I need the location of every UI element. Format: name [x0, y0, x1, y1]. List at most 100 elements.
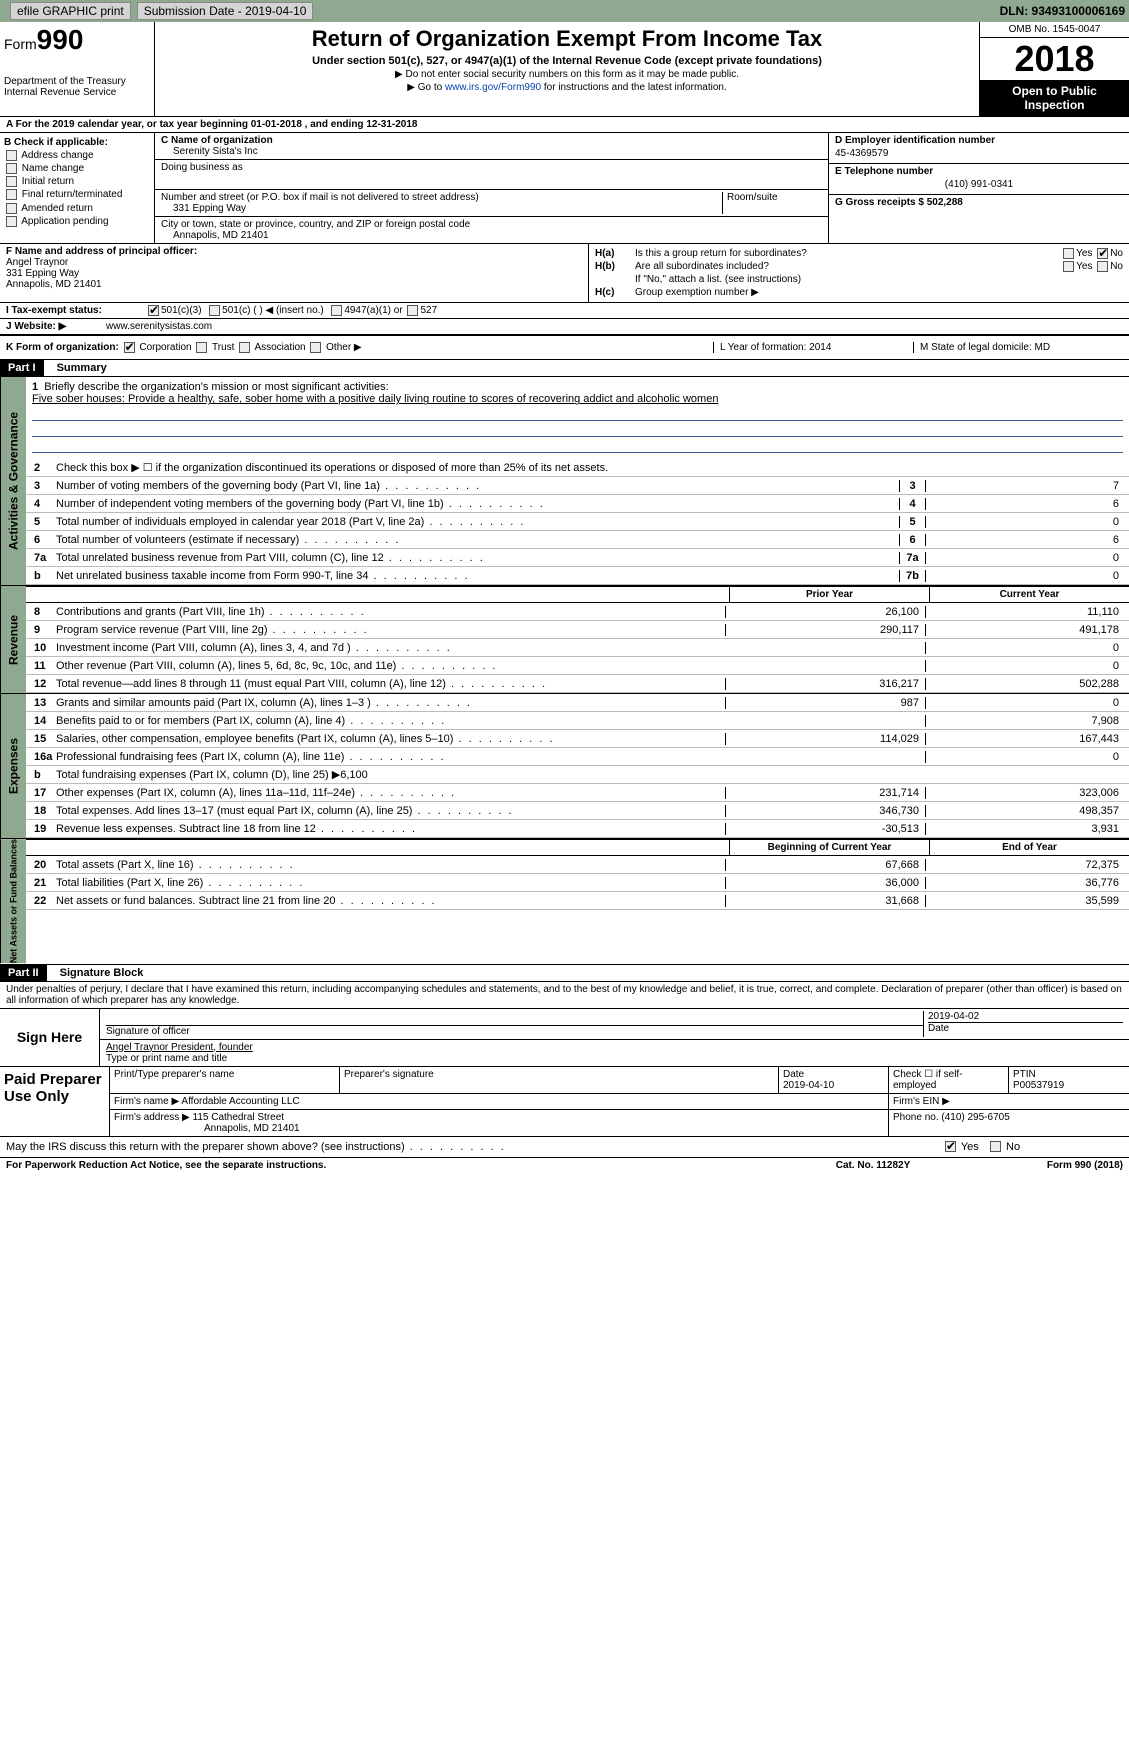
- firm-name: Affordable Accounting LLC: [181, 1096, 299, 1107]
- i-501c: 501(c) ( ) ◀ (insert no.): [222, 305, 324, 316]
- efile-header-bar: efile GRAPHIC print Submission Date - 20…: [0, 0, 1129, 22]
- officer-name: Angel Traynor: [6, 257, 582, 268]
- checkbox-icon[interactable]: [6, 150, 17, 161]
- rev-row: 10Investment income (Part VIII, column (…: [26, 639, 1129, 657]
- hdr-prior-year: Prior Year: [729, 587, 929, 602]
- hdr-current-year: Current Year: [929, 587, 1129, 602]
- k-trust: Trust: [212, 342, 234, 353]
- l-year: L Year of formation: 2014: [713, 342, 913, 353]
- sign-date: 2019-04-02: [928, 1011, 1123, 1022]
- org-name: Serenity Sista's Inc: [161, 146, 822, 157]
- self-emp-chk: Check ☐ if self-employed: [889, 1067, 1009, 1093]
- checkbox-icon[interactable]: [1097, 261, 1108, 272]
- name-lbl: Type or print name and title: [106, 1053, 1123, 1064]
- net-row: 22Net assets or fund balances. Subtract …: [26, 892, 1129, 910]
- gov-row: 5Total number of individuals employed in…: [26, 513, 1129, 531]
- firm-name-lbl: Firm's name ▶: [114, 1096, 179, 1107]
- i-lbl: I Tax-exempt status:: [6, 305, 146, 316]
- hb-chk: Yes No: [1003, 261, 1123, 272]
- rev-row: 8Contributions and grants (Part VIII, li…: [26, 603, 1129, 621]
- checkbox-icon[interactable]: [310, 342, 321, 353]
- gov-row: 4Number of independent voting members of…: [26, 495, 1129, 513]
- checkbox-icon[interactable]: [6, 176, 17, 187]
- dept-irs: Internal Revenue Service: [4, 87, 150, 98]
- submission-date-btn[interactable]: Submission Date - 2019-04-10: [137, 2, 314, 20]
- prep-sig-hdr: Preparer's signature: [340, 1067, 779, 1093]
- part-1-header: Part I Summary: [0, 360, 1129, 377]
- row-j-website: J Website: ▶ www.serenitysistas.com: [0, 319, 1129, 336]
- form-subtitle: Under section 501(c), 527, or 4947(a)(1)…: [159, 55, 975, 67]
- officer-addr: 331 Epping Way: [6, 268, 582, 279]
- hb-txt: Are all subordinates included?: [635, 261, 1003, 272]
- gov-row: 7aTotal unrelated business revenue from …: [26, 549, 1129, 567]
- checkbox-icon[interactable]: [945, 1141, 956, 1152]
- b-item: Initial return: [22, 176, 74, 187]
- brief-describe: 1 Briefly describe the organization's mi…: [26, 377, 1129, 459]
- efile-graphic-btn[interactable]: efile GRAPHIC print: [10, 2, 131, 20]
- checkbox-icon[interactable]: [6, 163, 17, 174]
- blank-line: [32, 407, 1123, 421]
- hb-note: If "No," attach a list. (see instruction…: [635, 274, 1123, 285]
- dept-treasury: Department of the Treasury: [4, 76, 150, 87]
- hc-txt: Group exemption number ▶: [635, 287, 1123, 298]
- checkbox-icon[interactable]: [209, 305, 220, 316]
- exp-row: 16aProfessional fundraising fees (Part I…: [26, 748, 1129, 766]
- checkbox-icon[interactable]: [239, 342, 250, 353]
- foot-form: Form 990 (2018): [973, 1160, 1123, 1171]
- net-row: 21Total liabilities (Part X, line 26)36,…: [26, 874, 1129, 892]
- org-city: Annapolis, MD 21401: [161, 230, 822, 241]
- ptin-hdr: PTIN: [1013, 1069, 1036, 1080]
- k-lbl: K Form of organization:: [6, 342, 119, 353]
- i-527: 527: [420, 305, 437, 316]
- i-501c3: 501(c)(3): [161, 305, 202, 316]
- box-b-hdr: B Check if applicable:: [4, 137, 150, 148]
- chk-app-pending: Application pending: [4, 216, 150, 227]
- checkbox-icon[interactable]: [407, 305, 418, 316]
- blank-line: [32, 439, 1123, 453]
- ptin-val: P00537919: [1013, 1080, 1064, 1091]
- dln-label: DLN: 93493100006169: [1000, 4, 1125, 18]
- signature-lbl: Signature of officer: [106, 1025, 923, 1037]
- gov-row: bNet unrelated business taxable income f…: [26, 567, 1129, 585]
- chk-address-change: Address change: [4, 150, 150, 161]
- net-row: 20Total assets (Part X, line 16)67,66872…: [26, 856, 1129, 874]
- website-val: www.serenitysistas.com: [106, 321, 212, 332]
- checkbox-icon[interactable]: [6, 216, 17, 227]
- box-b: B Check if applicable: Address change Na…: [0, 133, 155, 243]
- city-lbl: City or town, state or province, country…: [161, 219, 822, 230]
- exp-row: 13Grants and similar amounts paid (Part …: [26, 694, 1129, 712]
- prep-date-hdr: Date: [783, 1069, 804, 1080]
- checkbox-icon[interactable]: [1063, 248, 1074, 259]
- checkbox-icon[interactable]: [331, 305, 342, 316]
- dba-lbl: Doing business as: [161, 162, 822, 173]
- form-num-990: 990: [37, 24, 84, 55]
- m-state: M State of legal domicile: MD: [913, 342, 1123, 353]
- may-discuss-txt: May the IRS discuss this return with the…: [6, 1141, 943, 1153]
- b-item: Application pending: [21, 216, 108, 227]
- irs-link[interactable]: www.irs.gov/Form990: [445, 82, 541, 93]
- vtab-expenses: Expenses: [0, 694, 26, 838]
- form-title: Return of Organization Exempt From Incom…: [159, 26, 975, 52]
- form-number: Form990: [4, 24, 150, 56]
- checkbox-icon[interactable]: [1063, 261, 1074, 272]
- chk-final-return: Final return/terminated: [4, 189, 150, 200]
- checkbox-icon[interactable]: [6, 203, 17, 214]
- may-discuss-row: May the IRS discuss this return with the…: [0, 1137, 1129, 1158]
- checkbox-icon[interactable]: [124, 342, 135, 353]
- ein-val: 45-4369579: [835, 146, 1123, 161]
- vtab-revenue: Revenue: [0, 586, 26, 693]
- b-item: Final return/terminated: [22, 190, 123, 201]
- ha-txt: Is this a group return for subordinates?: [635, 248, 1003, 259]
- checkbox-icon[interactable]: [6, 189, 17, 200]
- paid-preparer-block: Paid Preparer Use Only Print/Type prepar…: [0, 1067, 1129, 1137]
- checkbox-icon[interactable]: [990, 1141, 1001, 1152]
- form-note-2: ▶ Go to www.irs.gov/Form990 for instruct…: [159, 82, 975, 93]
- checkbox-icon[interactable]: [148, 305, 159, 316]
- prep-date-val: 2019-04-10: [783, 1080, 834, 1091]
- checkbox-icon[interactable]: [1097, 248, 1108, 259]
- gross-receipts: G Gross receipts $ 502,288: [835, 197, 1123, 208]
- firm-ein-lbl: Firm's EIN ▶: [889, 1094, 1129, 1109]
- checkbox-icon[interactable]: [196, 342, 207, 353]
- mission-text: Five sober houses: Provide a healthy, sa…: [32, 393, 718, 405]
- firm-addr1: 115 Cathedral Street: [193, 1112, 285, 1123]
